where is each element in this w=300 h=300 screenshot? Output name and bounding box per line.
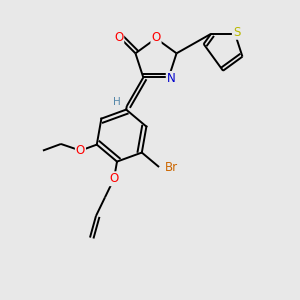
Text: Br: Br	[164, 160, 178, 173]
Text: O: O	[76, 144, 85, 157]
Text: O: O	[114, 31, 123, 44]
Text: N: N	[167, 72, 176, 85]
Text: S: S	[233, 26, 240, 39]
Text: H: H	[113, 98, 121, 107]
Text: O: O	[110, 172, 118, 185]
Text: O: O	[152, 31, 160, 44]
